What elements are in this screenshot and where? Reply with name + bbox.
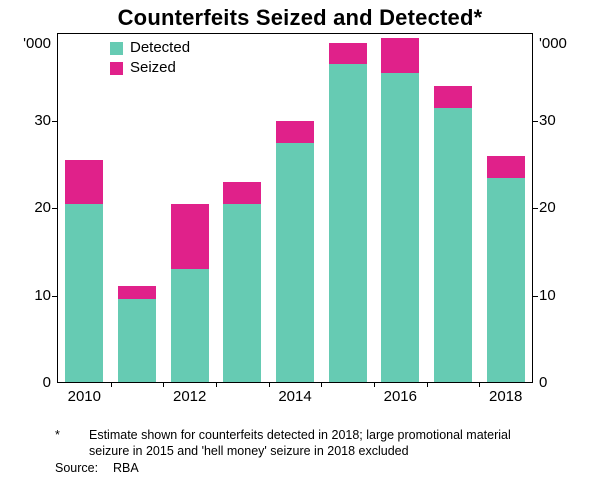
bar-2014-seized — [276, 120, 314, 143]
y-tick-label-left-10: 10 — [34, 286, 51, 304]
chart-title: Counterfeits Seized and Detected* — [117, 5, 483, 30]
y-tick-mark — [52, 295, 57, 297]
x-tick-mark — [374, 383, 375, 387]
bar-2012-seized — [170, 203, 209, 269]
bar-2016-detected — [381, 73, 420, 382]
x-tick-label-2014: 2014 — [278, 388, 312, 405]
y-tick-mark — [52, 208, 57, 209]
bar-2015-detected — [328, 64, 367, 382]
y-axis-unit-right: '000 — [539, 35, 567, 52]
source-label: Source: — [55, 461, 99, 475]
legend-item-seized: Seized — [110, 60, 190, 76]
y-axis-unit-left: '000 — [23, 35, 51, 52]
x-tick-mark — [426, 383, 428, 387]
x-tick-label-2018: 2018 — [489, 388, 523, 405]
bar-2015-seized — [328, 42, 367, 65]
bar-2013-detected — [223, 203, 262, 382]
legend-item-detected: Detected — [110, 40, 190, 56]
y-tick-mark — [52, 120, 57, 122]
y-tick-mark — [533, 208, 538, 209]
bar-2012-detected — [170, 268, 209, 382]
bar-2018-detected — [486, 177, 525, 382]
legend-swatch-detected — [110, 41, 123, 55]
x-tick-mark — [268, 383, 270, 387]
x-tick-mark — [479, 383, 481, 387]
y-tick-label-left-20: 20 — [34, 199, 51, 216]
legend-swatch-seized — [110, 61, 123, 75]
y-tick-label-left-30: 30 — [34, 111, 51, 129]
x-tick-mark — [321, 383, 323, 387]
footnote-text: Estimate shown for counterfeits detected… — [89, 428, 511, 458]
plot-area: Detected Seized — [57, 33, 533, 383]
x-tick-mark — [216, 383, 217, 387]
y-tick-label-right-30: 30 — [539, 111, 556, 129]
x-tick-mark — [110, 383, 112, 387]
source-value: RBA — [113, 461, 139, 475]
y-tick-mark — [533, 295, 538, 297]
x-tick-mark — [163, 383, 165, 387]
bar-2010-seized — [65, 160, 104, 204]
y-tick-label-right-10: 10 — [539, 286, 556, 304]
bar-2017-seized — [434, 86, 472, 108]
x-tick-label-2012: 2012 — [173, 388, 207, 405]
legend: Detected Seized — [110, 40, 190, 80]
x-tick-label-2010: 2010 — [67, 388, 101, 405]
bar-2016-seized — [381, 38, 420, 74]
bar-2011-seized — [118, 286, 156, 300]
legend-label-seized: Seized — [130, 59, 176, 76]
bar-2017-detected — [434, 107, 472, 382]
footnote-marker: * — [55, 428, 60, 442]
y-tick-mark — [533, 120, 538, 122]
bar-2018-seized — [486, 155, 525, 178]
x-tick-label-2016: 2016 — [383, 388, 417, 405]
source-line: Source: RBA — [55, 460, 139, 476]
bar-2014-detected — [276, 142, 314, 382]
footnote: * Estimate shown for counterfeits detect… — [55, 427, 533, 459]
bar-2011-detected — [118, 299, 156, 382]
y-tick-label-right-0: 0 — [539, 374, 548, 391]
y-tick-label-left-0: 0 — [42, 374, 51, 391]
bar-2010-detected — [65, 203, 104, 382]
legend-label-detected: Detected — [130, 39, 191, 56]
bars-layer — [58, 34, 532, 382]
bar-2013-seized — [223, 181, 262, 204]
y-tick-label-right-20: 20 — [539, 199, 556, 216]
